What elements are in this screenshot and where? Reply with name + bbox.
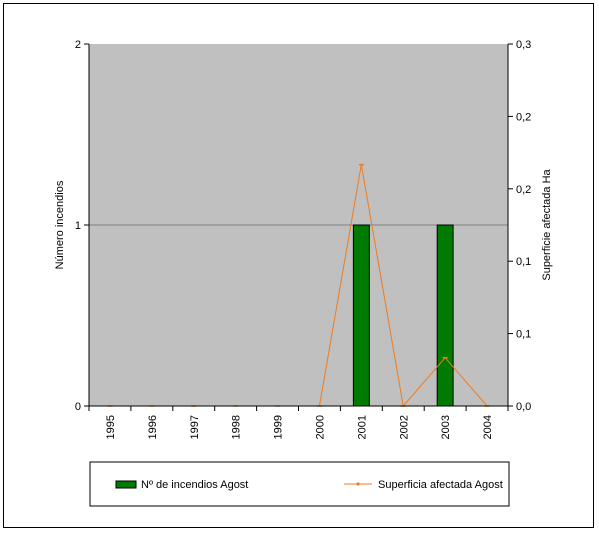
- y-tick-label-right: 0,2: [516, 184, 531, 196]
- x-tick-label: 1997: [189, 415, 201, 439]
- x-tick-label: 1999: [273, 415, 285, 439]
- legend-bar-swatch: [115, 480, 137, 489]
- y-tick-label-right: 0,2: [516, 111, 531, 123]
- y-tick-label-right: 0,1: [516, 329, 531, 341]
- x-tick-label: 2000: [314, 415, 326, 439]
- legend-line-label: Superficia afectada Agost: [378, 479, 503, 491]
- y-tick-label-right: 0,3: [516, 39, 531, 51]
- x-tick-label: 2001: [356, 415, 368, 439]
- y-axis-title-right: Superficie afectada Ha: [541, 168, 553, 280]
- x-tick-label: 1995: [105, 415, 117, 439]
- bar: [436, 224, 454, 407]
- legend-box: [89, 461, 510, 507]
- legend-line-marker: [356, 482, 360, 486]
- x-tick-label: 2002: [398, 415, 410, 439]
- x-tick-label: 1998: [231, 415, 243, 439]
- y-tick-label-left: 0: [75, 401, 81, 413]
- y-tick-label-right: 0,0: [516, 401, 531, 413]
- y-tick-label-left: 1: [75, 220, 81, 232]
- x-tick-label: 2004: [482, 415, 494, 439]
- x-tick-label: 1996: [147, 415, 159, 439]
- axes: [84, 43, 513, 411]
- y-axis-title-left: Número incendios: [54, 180, 66, 269]
- bar: [352, 224, 370, 407]
- y-tick-label-left: 2: [75, 39, 81, 51]
- y-tick-label-right: 0,1: [516, 256, 531, 268]
- x-tick-label: 2003: [440, 415, 452, 439]
- legend-bar-label: Nº de incendios Agost: [141, 479, 248, 491]
- tick-labels: 0 1 2 0,0 0,1 0,1 0,2 0,2 0,3 1995 1996 1997 1998 199…: [75, 39, 531, 439]
